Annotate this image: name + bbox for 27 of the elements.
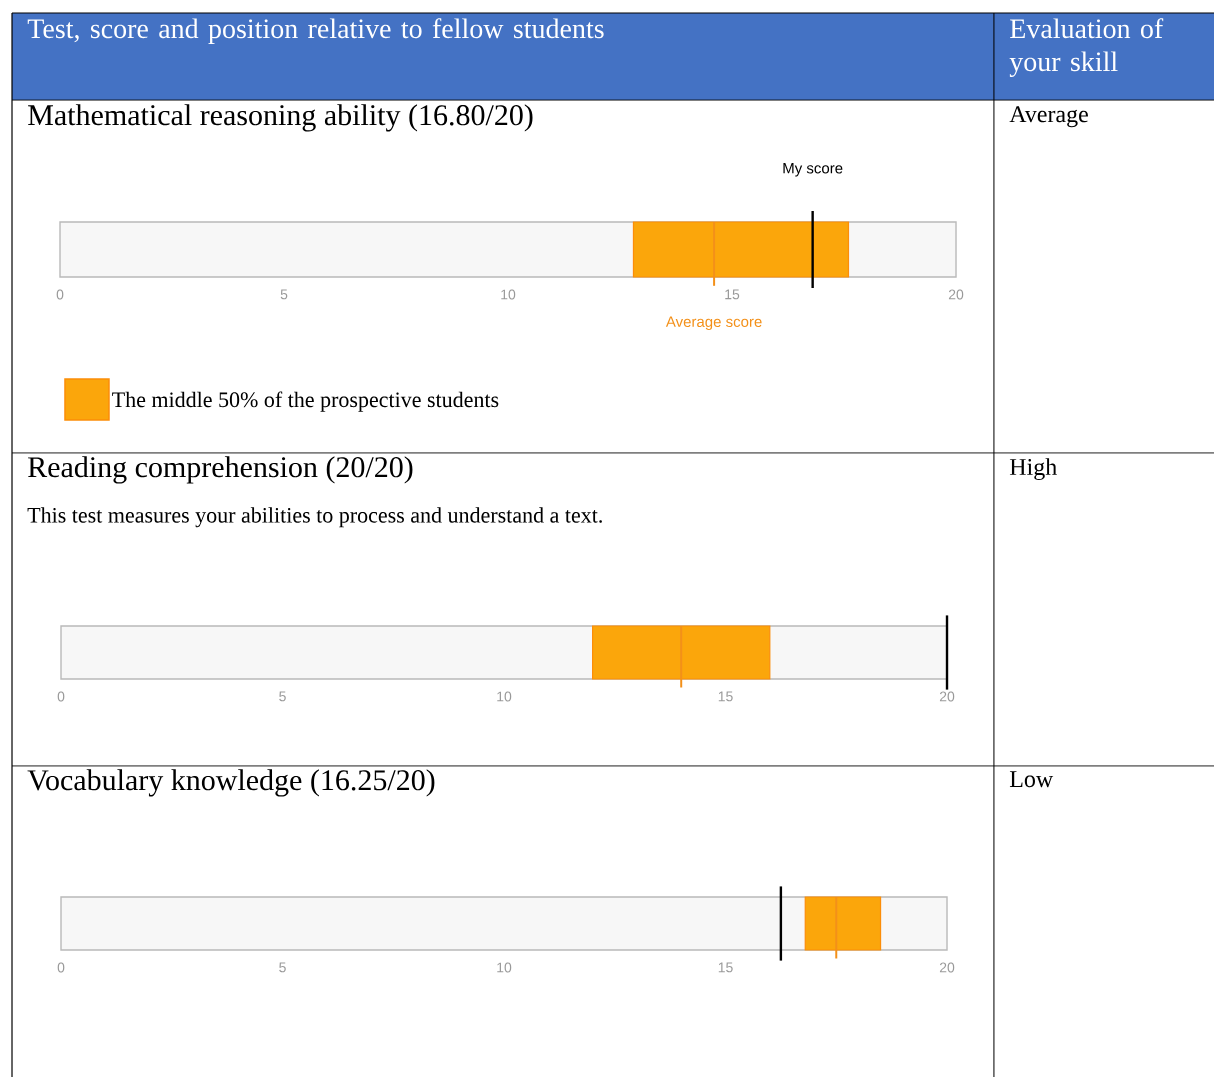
text: Low xyxy=(1009,771,1054,788)
x-tick-label: 20 xyxy=(948,289,964,300)
x-tick-label: 15 xyxy=(718,691,733,702)
text: Test, score and position relative to fellow students xyxy=(27,18,604,44)
x-tick-label: 0 xyxy=(57,691,65,702)
chart-title: Vocabulary knowledge (16.25/20) xyxy=(27,769,435,797)
ref-line-label: Average score xyxy=(665,316,762,330)
x-tick-label: 15 xyxy=(718,962,733,973)
x-tick-label: 0 xyxy=(57,962,65,973)
x-tick-label: 15 xyxy=(725,289,740,300)
x-tick-label: 10 xyxy=(501,289,516,300)
x-tick-label: 10 xyxy=(497,962,512,973)
x-tick-label: 0 xyxy=(56,289,64,300)
x-tick-label: 5 xyxy=(279,691,286,702)
text: Evaluation of your skill xyxy=(1009,18,1164,77)
chart-title: Reading comprehension (20/20) xyxy=(28,456,413,484)
x-tick-label: 5 xyxy=(279,962,286,973)
ref-line-label: My score xyxy=(783,163,843,177)
chart-title: Mathematical reasoning ability (16.80/20) xyxy=(28,104,533,132)
chart-subtitle: This test measures your abilities to process and understand a text. xyxy=(27,507,602,528)
legend-label: The middle 50% of the prospective students xyxy=(112,391,499,412)
text: Average xyxy=(1009,106,1088,128)
x-tick-label: 5 xyxy=(280,289,288,300)
x-tick-label: 10 xyxy=(497,691,512,702)
x-tick-label: 20 xyxy=(939,962,955,973)
text: High xyxy=(1009,458,1057,481)
x-tick-label: 20 xyxy=(939,691,955,702)
